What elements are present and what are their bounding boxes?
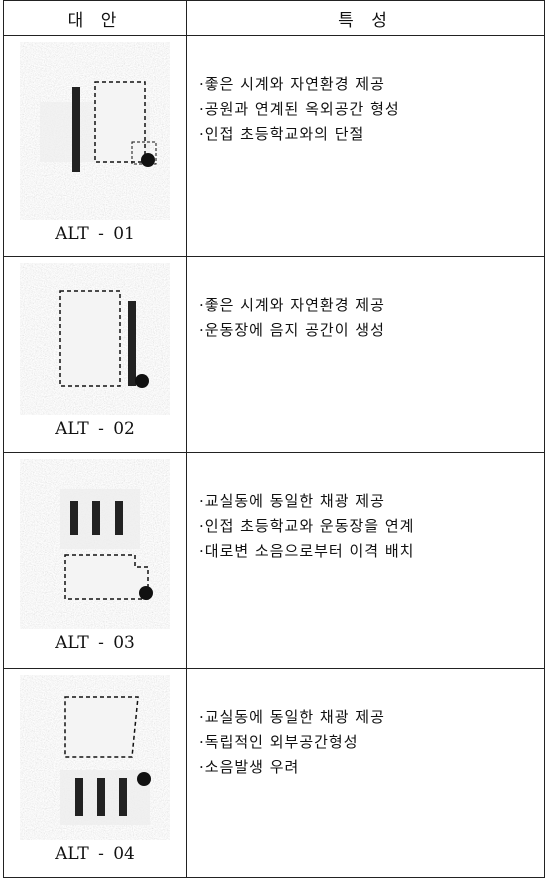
feature: ·좋은 시계와 자연환경 제공	[199, 75, 385, 93]
site-plan	[20, 675, 170, 840]
row: ALT - 04 ·교실동에 동일한 채광 제공 ·독립적인 외부공간형성 ·소…	[3, 668, 545, 878]
alt-cell: ALT - 03	[3, 452, 187, 669]
header-row: 대 안 특 성	[3, 0, 545, 36]
header-cell: 특 성	[186, 0, 545, 36]
feature: ·대로변 소음으로부터 이격 배치	[199, 542, 415, 560]
row: ALT - 01 ·좋은 시계와 자연환경 제공 ·공원과 연계된 옥외공간 형…	[3, 35, 545, 257]
feature-cell: ·좋은 시계와 자연환경 제공 ·공원과 연계된 옥외공간 형성 ·인접 초등학…	[186, 35, 545, 257]
feature: ·인접 초등학교와의 단절	[199, 125, 365, 143]
alt-label: ALT - 03	[55, 633, 135, 653]
site-plan	[20, 42, 170, 220]
row: ALT - 02 ·좋은 시계와 자연환경 제공 ·운동장에 음지 공간이 생성	[3, 256, 545, 453]
feature-cell: ·교실동에 동일한 채광 제공 ·인접 초등학교와 운동장을 연계 ·대로변 소…	[186, 452, 545, 669]
alt-label: ALT - 04	[55, 844, 135, 864]
alternatives-table: 대 안 특 성 ALT - 01 ·좋은 시계와 자연환경 제공 ·공원과 연계…	[3, 0, 545, 878]
site-plan	[20, 263, 170, 415]
alt-cell: ALT - 04	[3, 668, 187, 878]
feature-cell: ·교실동에 동일한 채광 제공 ·독립적인 외부공간형성 ·소음발생 우려	[186, 668, 545, 878]
site-plan	[20, 459, 170, 629]
feature: ·소음발생 우려	[199, 758, 300, 776]
feature: ·교실동에 동일한 채광 제공	[199, 492, 385, 510]
alt-label: ALT - 01	[55, 224, 135, 244]
feature: ·독립적인 외부공간형성	[199, 733, 359, 751]
alt-label: ALT - 02	[55, 419, 135, 439]
row: ALT - 03 ·교실동에 동일한 채광 제공 ·인접 초등학교와 운동장을 …	[3, 452, 545, 669]
alt-cell: ALT - 01	[3, 35, 187, 257]
feature: ·교실동에 동일한 채광 제공	[199, 708, 385, 726]
alt-cell: ALT - 02	[3, 256, 187, 453]
feature: ·좋은 시계와 자연환경 제공	[199, 296, 385, 314]
feature-cell: ·좋은 시계와 자연환경 제공 ·운동장에 음지 공간이 생성	[186, 256, 545, 453]
feature: ·공원과 연계된 옥외공간 형성	[199, 100, 400, 118]
header-cell: 대 안	[3, 0, 187, 36]
feature: ·운동장에 음지 공간이 생성	[199, 321, 385, 339]
feature: ·인접 초등학교와 운동장을 연계	[199, 517, 415, 535]
